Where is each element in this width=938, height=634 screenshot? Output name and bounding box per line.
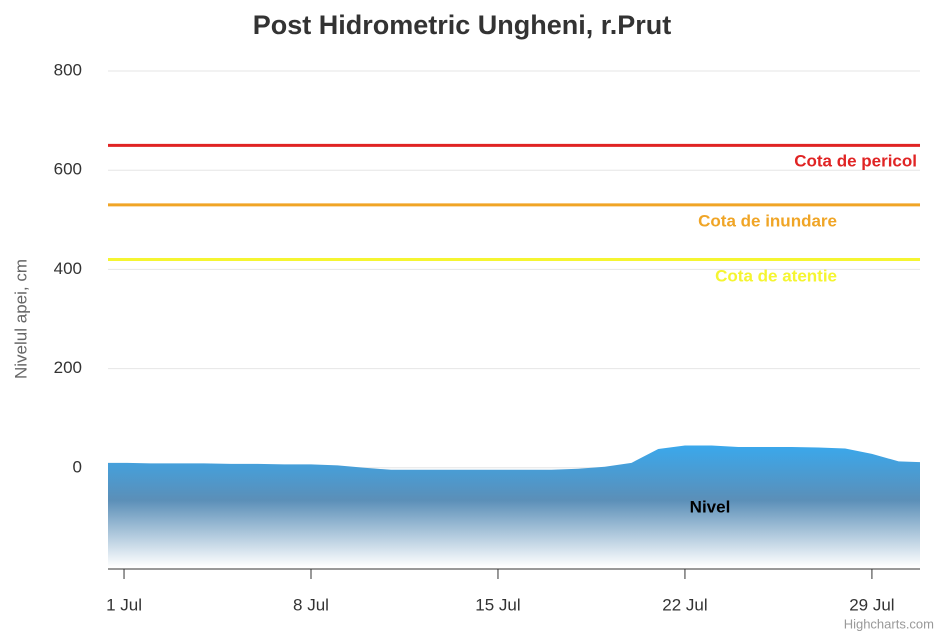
plot-line-label: Cota de atentie — [715, 266, 837, 285]
area — [108, 445, 920, 567]
y-axis-title: Nivelul apei, cm — [11, 259, 30, 379]
x-tick-label: 22 Jul — [662, 595, 707, 614]
credits: Highcharts.com — [844, 616, 934, 631]
y-tick-label: 0 — [73, 457, 82, 476]
x-tick-label: 15 Jul — [475, 595, 520, 614]
y-tick-label: 200 — [54, 358, 82, 377]
y-tick-label: 600 — [54, 160, 82, 179]
plot-line-label: Cota de inundare — [698, 211, 837, 230]
x-tick-label: 29 Jul — [849, 595, 894, 614]
x-tick-label: 1 Jul — [106, 595, 142, 614]
series-label: Nivel — [690, 497, 731, 516]
y-tick-label: 400 — [54, 259, 82, 278]
chart-title: Post Hidrometric Ungheni, r.Prut — [253, 10, 672, 40]
plot-line-label: Cota de pericol — [794, 151, 917, 170]
plot-area — [108, 445, 920, 567]
y-tick-label: 800 — [54, 60, 82, 79]
x-tick-label: 8 Jul — [293, 595, 329, 614]
